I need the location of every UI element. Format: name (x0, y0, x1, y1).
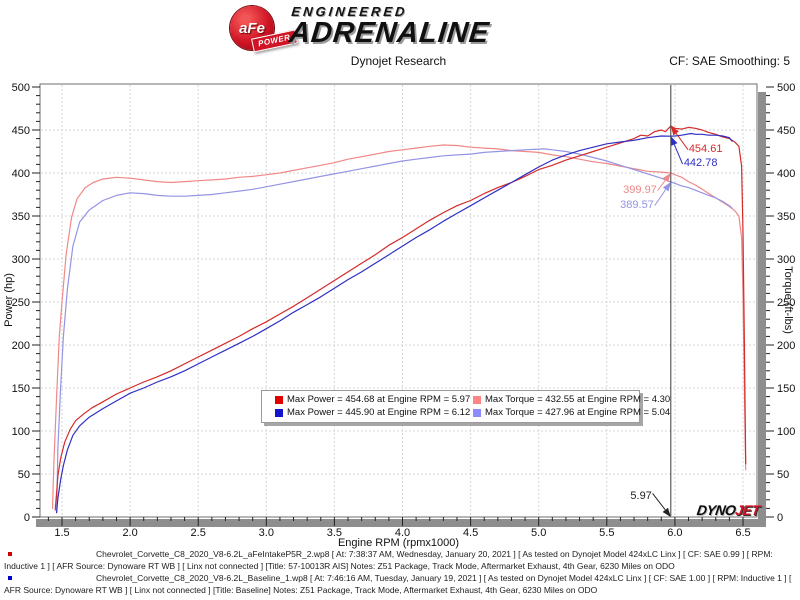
legend-swatch-red (275, 395, 283, 404)
run1-info: Chevrolet_Corvette_C8_2020_V8-6.2L_aFeIn… (4, 549, 773, 571)
legend-label: Max Power = 454.68 at Engine RPM = 5.97 (287, 394, 471, 405)
svg-text:100: 100 (777, 426, 795, 438)
svg-text:4.5: 4.5 (463, 527, 478, 539)
page-title: Dynojet Research (350, 54, 447, 68)
svg-text:5.0: 5.0 (531, 527, 546, 539)
legend-entry-max-torque-baseline: Max Torque = 427.96 at Engine RPM = 5.04 (460, 406, 670, 419)
svg-text:300: 300 (12, 254, 30, 266)
y-axis-label-torque: Torque (ft-lbs) (782, 266, 794, 334)
legend-swatch-salmon (473, 395, 481, 404)
x-axis-label: Engine RPM (rpmx1000) (337, 537, 460, 549)
aFe-intake-torque-curve (51, 144, 747, 509)
axis-ticks (32, 86, 774, 526)
svg-text:450: 450 (12, 125, 30, 137)
svg-text:250: 250 (12, 297, 30, 309)
svg-text:500: 500 (777, 82, 795, 94)
annotation-5.97: 5.97 (630, 490, 651, 502)
legend-entry-max-power-baseline: Max Power = 445.90 at Engine RPM = 6.12 (262, 406, 470, 419)
legend-label: Max Torque = 432.55 at Engine RPM = 4.30 (485, 394, 671, 405)
axis-shadow-right (758, 92, 766, 527)
dynojet-logo: DYNOJET (696, 502, 761, 518)
svg-text:4.0: 4.0 (395, 527, 410, 539)
y-axis-label-power: Power (hp) (3, 273, 15, 327)
smoothing-setting[interactable]: CF: SAE Smoothing: 5 (669, 54, 790, 68)
svg-text:1.5: 1.5 (54, 527, 69, 539)
svg-text:50: 50 (18, 469, 30, 481)
baseline-torque-curve (55, 148, 733, 514)
tick-labels: 1.5 2.0 2.5 3.0 3.5 4.0 4.5 5.0 5.5 6.0 6.5 0 0 50 50 1… (12, 82, 796, 539)
annotation-454.61: 454.61 (689, 143, 723, 155)
svg-text:5.5: 5.5 (599, 527, 614, 539)
svg-text:150: 150 (777, 383, 795, 395)
run2-bullet (8, 576, 12, 580)
svg-text:2.5: 2.5 (191, 527, 206, 539)
svg-text:200: 200 (12, 340, 30, 352)
run2-info: Chevrolet_Corvette_C8_2020_V8-6.2L_Basel… (4, 573, 792, 595)
svg-text:6.0: 6.0 (667, 527, 682, 539)
legend-box[interactable]: Max Power = 454.68 at Engine RPM = 5.97 … (261, 390, 670, 423)
afe-badge-text: aFe (239, 19, 265, 37)
legend-label: Max Torque = 427.96 at Engine RPM = 5.04 (485, 407, 671, 418)
axis-shadow-bottom (36, 519, 766, 527)
svg-text:450: 450 (777, 125, 795, 137)
svg-text:100: 100 (12, 426, 30, 438)
annotation-399.97: 399.97 (623, 184, 657, 196)
svg-text:400: 400 (12, 168, 30, 180)
svg-text:6.5: 6.5 (735, 527, 750, 539)
svg-text:2.0: 2.0 (122, 527, 137, 539)
aFe-intake-power-curve (54, 125, 747, 511)
svg-text:3.5: 3.5 (327, 527, 342, 539)
svg-text:500: 500 (12, 82, 30, 94)
dynojet-logo-dyno: DYNO (695, 502, 737, 518)
svg-text:150: 150 (12, 383, 30, 395)
legend-swatch-blue (275, 408, 283, 417)
gridlines (41, 85, 756, 516)
svg-text:350: 350 (777, 211, 795, 223)
legend-entry-max-torque-intake: Max Torque = 432.55 at Engine RPM = 4.30 (460, 393, 670, 406)
dynojet-logo-jet: JET (734, 502, 761, 518)
run1-bullet (8, 552, 12, 556)
svg-text:350: 350 (12, 211, 30, 223)
annotation-389.57: 389.57 (620, 199, 654, 211)
svg-text:0: 0 (24, 512, 30, 524)
svg-text:250: 250 (777, 297, 795, 309)
svg-text:3.0: 3.0 (259, 527, 274, 539)
annotations: 454.61 442.78 399.97 389.57 5.97 (620, 126, 722, 517)
svg-text:200: 200 (777, 340, 795, 352)
svg-text:300: 300 (777, 254, 795, 266)
legend-swatch-periwinkle (473, 408, 481, 417)
legend-label: Max Power = 445.90 at Engine RPM = 6.12 (287, 407, 471, 418)
svg-text:400: 400 (777, 168, 795, 180)
annotation-442.78: 442.78 (684, 157, 718, 169)
afe-power-logo: aFe POWER ENGINEERED ADRENALINE (228, 4, 578, 53)
svg-text:50: 50 (777, 469, 789, 481)
legend-entry-max-power-intake: Max Power = 454.68 at Engine RPM = 5.97 (262, 393, 470, 406)
plot-frame (39, 83, 758, 518)
svg-text:0: 0 (777, 512, 783, 524)
